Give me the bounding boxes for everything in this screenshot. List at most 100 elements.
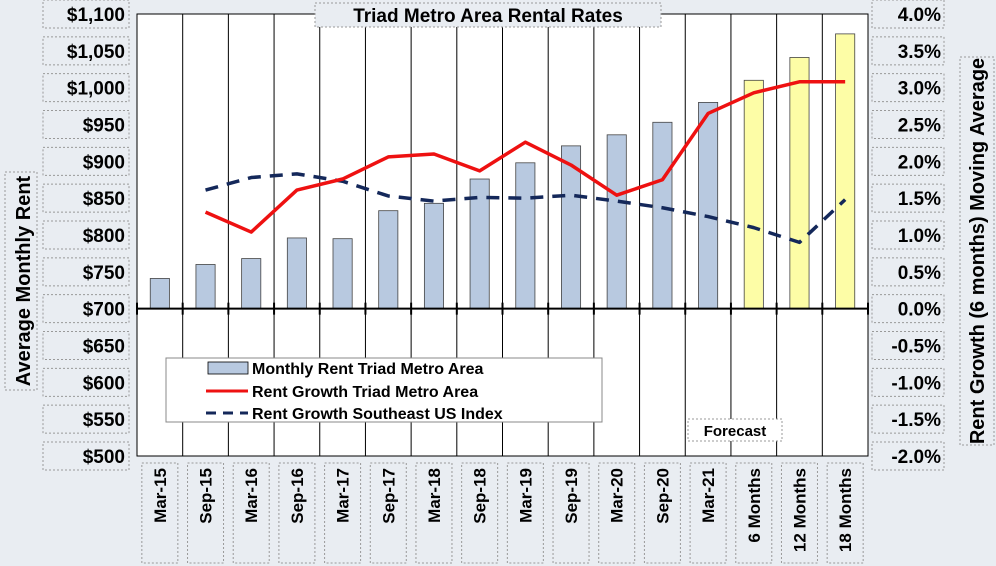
bar [286,237,307,310]
x-tick-label: Sep-15 [197,468,216,524]
x-tick-box [735,462,773,564]
y-tick-label: $900 [83,152,125,173]
x-tick-box [826,462,864,564]
bar-series [149,33,856,310]
y2-tick-box [871,220,945,250]
x-tick-box [232,462,270,564]
x-tick-box [141,462,179,564]
bar [789,57,810,310]
x-tick-label: Sep-17 [379,468,398,524]
y-tick-box [42,73,130,103]
x-tick-label: Sep-20 [653,468,672,524]
x-tick-box [643,462,681,564]
y-tick-box [42,331,130,360]
x-tick-box [598,462,636,564]
bar [515,162,536,310]
bar [835,33,856,310]
y2-tick-label: 1.0% [898,226,941,247]
x-tick-box [278,462,316,564]
y2-tick-box [871,183,945,213]
x-tick-label: 18 Months [836,468,855,552]
y2-tick-label: 3.0% [898,79,941,100]
y-tick-box [42,257,130,287]
y-tick-label: $1,100 [67,5,125,26]
y2-tick-label: 4.0% [898,5,941,26]
y2-tick-label: -0.5% [891,337,941,358]
y-tick-label: $550 [83,410,125,431]
y2-tick-box [871,146,945,176]
y-tick-label: $800 [83,226,125,247]
y-tick-box [42,146,130,176]
y-tick-box [42,0,130,29]
x-tick-box [324,462,362,564]
y-tick-box [42,294,130,324]
y2-tick-label: -1.5% [891,410,941,431]
y2-tick-box [871,73,945,103]
y2-tick-label: -1.0% [891,373,941,394]
bar [423,202,444,310]
y-tick-label: $1,000 [67,79,125,100]
x-tick-label: Mar-19 [516,468,535,523]
forecast-annotation: Forecast [704,423,767,440]
y-tick-label: $850 [83,189,125,210]
legend-label-bar: Monthly Rent Triad Metro Area [252,361,484,378]
x-tick-box [689,462,727,564]
bar [149,278,170,310]
y2-tick-label: 1.5% [898,189,941,210]
y2-tick-box [871,0,945,29]
x-tick-box [369,462,407,564]
chart-title-box: Triad Metro Area Rental Rates [314,2,662,28]
x-tick-box [506,462,544,564]
legend-label-southeast: Rent Growth Southeast US Index [252,406,503,423]
y2-tick-box [871,110,945,139]
x-tick-box [552,462,590,564]
y-tick-label: $500 [83,447,125,468]
bar [378,210,399,310]
x-tick-label: Sep-18 [471,468,490,524]
southeast-growth-line [205,172,847,245]
y-tick-label: $650 [83,337,125,358]
x-tick-box [415,462,453,564]
x-tick-label: Sep-16 [288,468,307,524]
y2-tick-box [871,331,945,360]
x-tick-box [780,462,818,564]
x-tick-label: Mar-15 [151,468,170,523]
y-tick-label: $950 [83,116,125,137]
y-tick-box [42,220,130,250]
y-tick-label: $700 [83,300,125,321]
y2-tick-box [871,441,945,471]
bar [195,264,216,310]
y2-tick-box [871,36,945,66]
chart-title: Triad Metro Area Rental Rates [353,6,623,27]
y2-tick-label: 3.5% [898,42,941,63]
y-tick-label: $600 [83,373,125,394]
bar [698,102,719,310]
y2-tick-label: 2.0% [898,152,941,173]
x-tick-label: Mar-21 [699,468,718,523]
bar [652,121,673,310]
legend: Monthly Rent Triad Metro Area Rent Growt… [165,357,603,423]
x-tick-label: 12 Months [790,468,809,552]
y2-tick-label: -2.0% [891,447,941,468]
y-tick-box [42,367,130,397]
y2-tick-box [871,257,945,287]
bar [332,238,353,310]
axis-ticks: $500 $550 $600 $650 $700 $750 $800 $850 $900 $950… [67,5,941,552]
x-tick-label: Mar-18 [425,468,444,523]
y2-tick-label: 2.5% [898,116,941,137]
x-tick-label: Mar-16 [242,468,261,523]
y2-tick-box [871,404,945,434]
x-tick-label: 6 Months [745,468,764,543]
y-tick-label: $750 [83,263,125,284]
y-axis-right-title: Rent Growth (6 months) Moving Average [967,58,989,444]
y-tick-label: $1,050 [67,42,125,63]
y-tick-box [42,183,130,213]
x-tick-label: Mar-20 [608,468,627,523]
line-series [204,80,847,245]
y2-tick-label: 0.5% [898,263,941,284]
triad-growth-line [204,80,846,234]
y2-tick-box [871,294,945,324]
y-axis-left-title: Average Monthly Rent [13,175,35,386]
y2-tick-box [871,367,945,397]
